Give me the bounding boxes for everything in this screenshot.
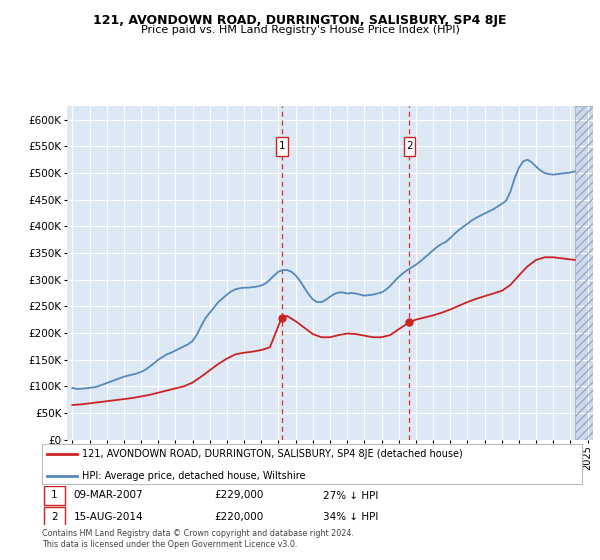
Text: 34% ↓ HPI: 34% ↓ HPI	[323, 512, 378, 522]
Text: 15-AUG-2014: 15-AUG-2014	[73, 512, 143, 522]
Text: 121, AVONDOWN ROAD, DURRINGTON, SALISBURY, SP4 8JE (detached house): 121, AVONDOWN ROAD, DURRINGTON, SALISBUR…	[83, 449, 463, 459]
Text: £220,000: £220,000	[215, 512, 264, 522]
FancyBboxPatch shape	[44, 486, 65, 505]
FancyBboxPatch shape	[44, 507, 65, 526]
Text: 27% ↓ HPI: 27% ↓ HPI	[323, 491, 378, 501]
Text: Contains HM Land Registry data © Crown copyright and database right 2024.
This d: Contains HM Land Registry data © Crown c…	[42, 529, 354, 549]
Text: £229,000: £229,000	[215, 491, 264, 501]
Text: 121, AVONDOWN ROAD, DURRINGTON, SALISBURY, SP4 8JE: 121, AVONDOWN ROAD, DURRINGTON, SALISBUR…	[93, 14, 507, 27]
FancyBboxPatch shape	[404, 137, 415, 156]
Text: 2: 2	[406, 141, 413, 151]
Text: 09-MAR-2007: 09-MAR-2007	[73, 491, 143, 501]
Text: HPI: Average price, detached house, Wiltshire: HPI: Average price, detached house, Wilt…	[83, 470, 306, 480]
Text: 2: 2	[51, 512, 58, 522]
Text: Price paid vs. HM Land Registry's House Price Index (HPI): Price paid vs. HM Land Registry's House …	[140, 25, 460, 35]
Text: 1: 1	[51, 491, 58, 501]
Text: 1: 1	[278, 141, 285, 151]
FancyBboxPatch shape	[276, 137, 287, 156]
